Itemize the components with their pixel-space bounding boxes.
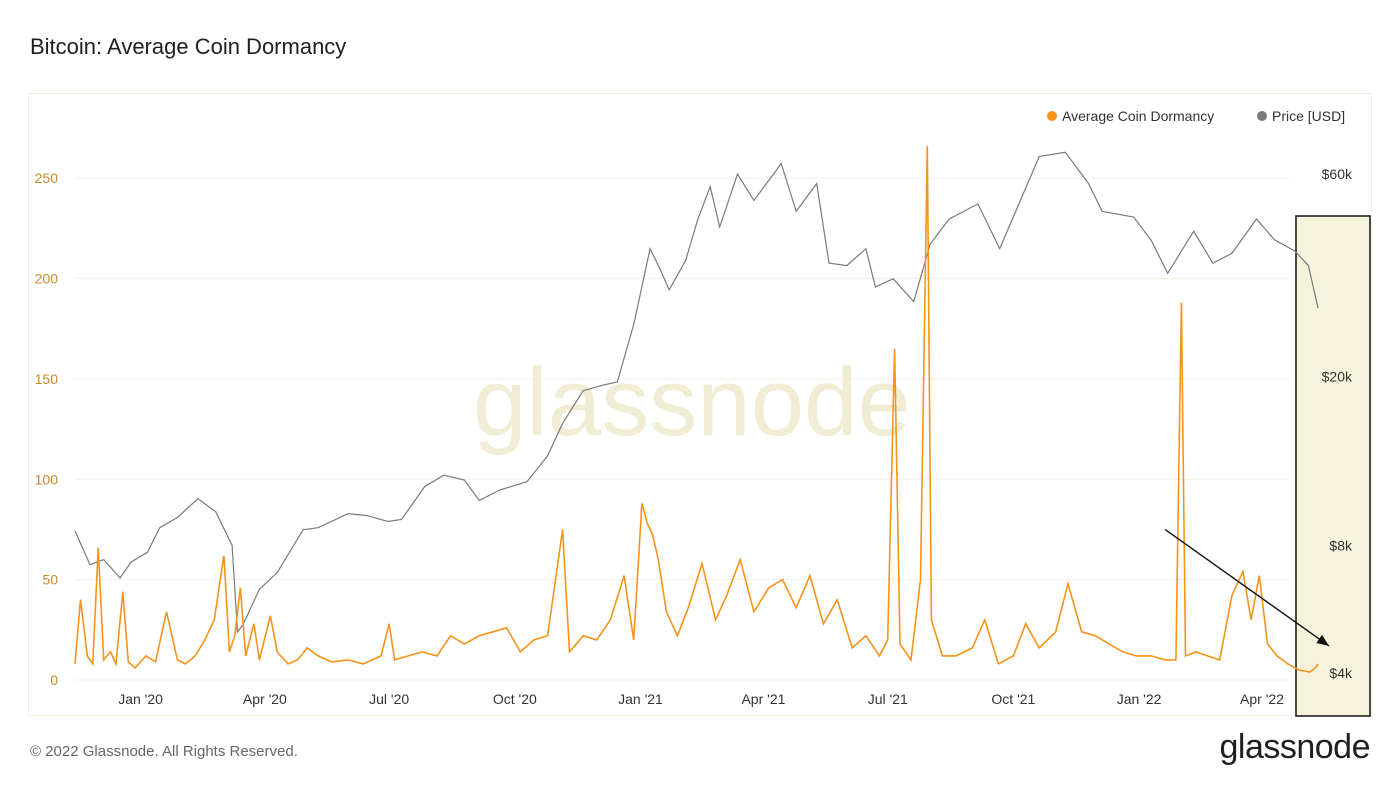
right-tick-label: $4k — [1329, 665, 1353, 681]
glassnode-logo: glassnode — [1219, 728, 1370, 766]
chart-area — [28, 93, 1372, 716]
left-tick-label: 0 — [50, 672, 58, 688]
trend-arrow-head — [1316, 634, 1329, 646]
legend-marker — [1047, 111, 1057, 121]
left-tick-label: 250 — [35, 170, 59, 186]
x-tick-label: Oct '20 — [493, 691, 537, 707]
right-tick-label: $20k — [1322, 368, 1353, 384]
legend-label: Price [USD] — [1272, 108, 1345, 124]
x-tick-label: Apr '22 — [1240, 691, 1284, 707]
right-tick-label: $60k — [1322, 166, 1353, 182]
legend-marker — [1257, 111, 1267, 121]
x-tick-label: Jan '21 — [618, 691, 663, 707]
copyright-text: © 2022 Glassnode. All Rights Reserved. — [30, 743, 298, 760]
trend-arrow — [1164, 528, 1330, 647]
right-tick-label: $8k — [1329, 537, 1353, 553]
series-line-price — [74, 151, 1319, 634]
chart-title: Bitcoin: Average Coin Dormancy — [30, 34, 347, 59]
left-tick-label: 200 — [35, 271, 59, 287]
x-tick-label: Oct '21 — [991, 691, 1035, 707]
x-tick-label: Jul '20 — [369, 691, 409, 707]
watermark-text: glassnode — [473, 349, 911, 456]
left-tick-label: 150 — [35, 371, 59, 387]
x-tick-label: Jul '21 — [868, 691, 908, 707]
x-tick-label: Jan '20 — [118, 691, 163, 707]
x-tick-label: Apr '20 — [243, 691, 287, 707]
x-tick-label: Apr '21 — [741, 691, 785, 707]
x-tick-label: Jan '22 — [1117, 691, 1162, 707]
legend-label: Average Coin Dormancy — [1062, 108, 1214, 124]
series-line-dormancy — [74, 146, 1319, 673]
left-tick-label: 100 — [35, 471, 59, 487]
highlight-box — [1295, 215, 1371, 717]
left-tick-label: 50 — [42, 572, 58, 588]
